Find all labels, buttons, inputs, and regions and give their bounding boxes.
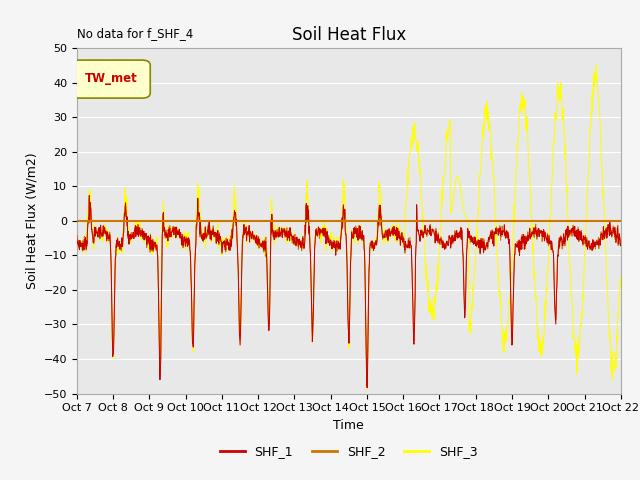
FancyBboxPatch shape (72, 60, 150, 98)
Text: TW_met: TW_met (84, 72, 138, 85)
Text: No data for f_SHF_4: No data for f_SHF_4 (77, 27, 193, 40)
Title: Soil Heat Flux: Soil Heat Flux (292, 25, 406, 44)
Y-axis label: Soil Heat Flux (W/m2): Soil Heat Flux (W/m2) (25, 153, 38, 289)
Legend: SHF_1, SHF_2, SHF_3: SHF_1, SHF_2, SHF_3 (214, 440, 483, 463)
X-axis label: Time: Time (333, 419, 364, 432)
